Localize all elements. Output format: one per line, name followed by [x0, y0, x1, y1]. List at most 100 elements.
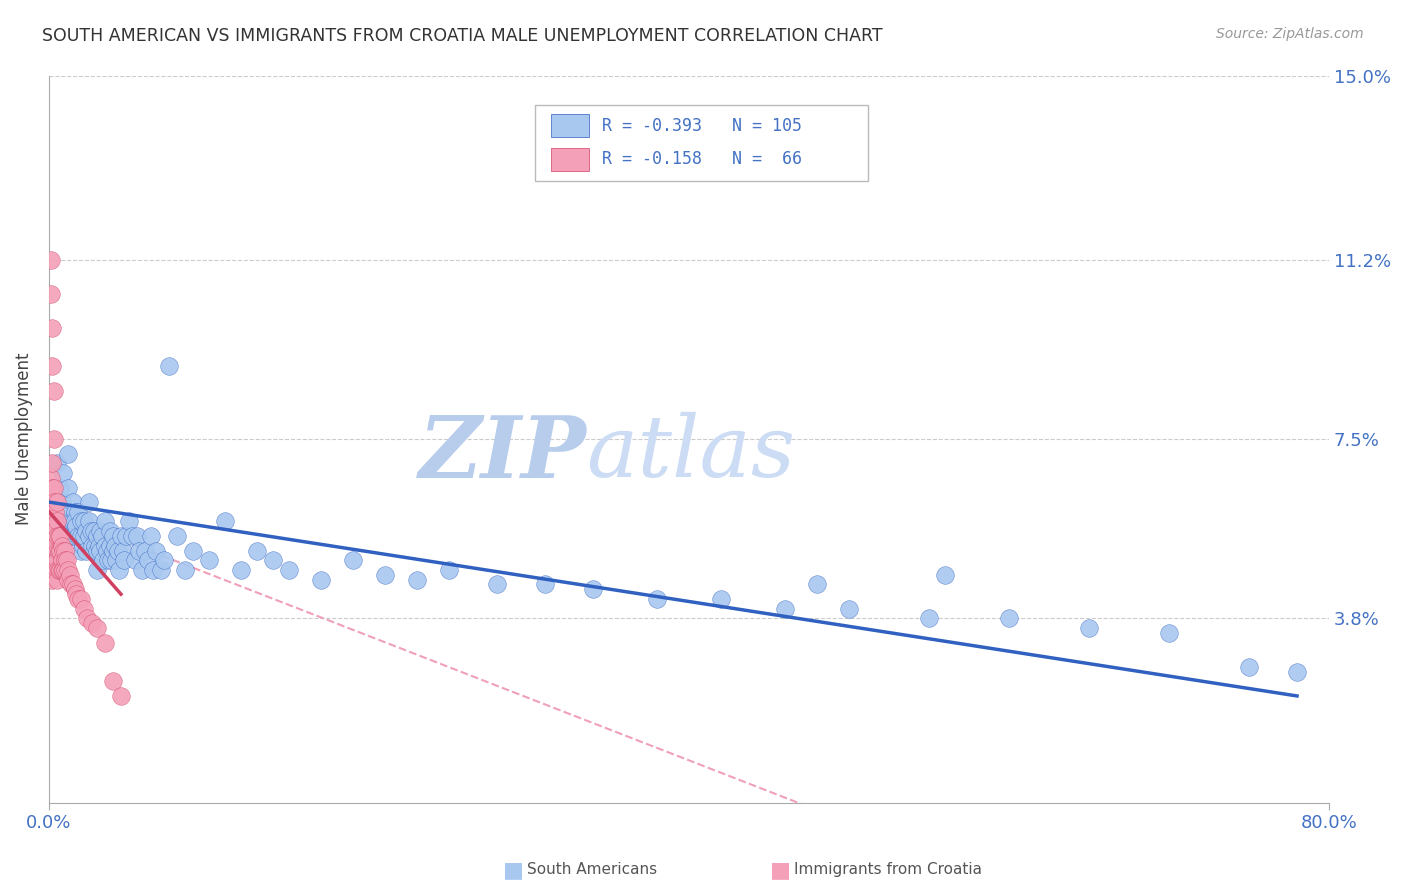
Point [62, 529, 84, 543]
Point [101, 674, 124, 689]
Text: ■: ■ [770, 860, 790, 880]
Point [806, 577, 828, 591]
Point [53, 543, 76, 558]
Point [934, 567, 956, 582]
Point [86, 543, 108, 558]
Point [53, 553, 76, 567]
Point [41, 563, 63, 577]
Point [87, 539, 110, 553]
Point [62, 495, 84, 509]
Point [94, 515, 117, 529]
Point [63, 505, 86, 519]
Point [42, 481, 65, 495]
Point [110, 689, 132, 703]
Y-axis label: Male Unemployment: Male Unemployment [15, 353, 32, 525]
Point [77, 495, 100, 509]
Text: South Americans: South Americans [527, 863, 658, 877]
Point [59, 505, 82, 519]
Text: R = -0.158   N =  66: R = -0.158 N = 66 [602, 150, 801, 168]
Point [39, 563, 62, 577]
Point [66, 529, 89, 543]
Point [39, 553, 62, 567]
Point [42, 495, 65, 509]
Point [96, 543, 118, 558]
Point [103, 539, 125, 553]
Point [65, 587, 87, 601]
Point [42, 543, 65, 558]
Point [62, 515, 84, 529]
Point [98, 524, 121, 538]
Point [39, 539, 62, 553]
Point [142, 563, 165, 577]
Point [181, 543, 204, 558]
Point [63, 582, 86, 597]
Point [121, 529, 143, 543]
Point [46, 543, 69, 558]
Point [39, 252, 62, 267]
Point [66, 505, 89, 519]
Point [94, 635, 117, 649]
Point [66, 592, 89, 607]
Point [39, 481, 62, 495]
Point [39, 286, 62, 301]
Point [773, 601, 796, 615]
Point [46, 563, 69, 577]
Point [128, 543, 150, 558]
Point [246, 543, 269, 558]
Point [41, 529, 63, 543]
Point [41, 553, 63, 567]
Point [46, 573, 69, 587]
Point [41, 456, 63, 470]
Text: R = -0.393   N = 105: R = -0.393 N = 105 [602, 117, 801, 135]
Point [229, 563, 252, 577]
Point [100, 553, 122, 567]
Text: Immigrants from Croatia: Immigrants from Croatia [794, 863, 983, 877]
Point [70, 529, 93, 543]
Point [41, 505, 63, 519]
Point [46, 529, 69, 543]
Point [214, 515, 236, 529]
Point [374, 567, 396, 582]
Point [39, 471, 62, 485]
Point [42, 432, 65, 446]
Point [49, 543, 72, 558]
Point [39, 529, 62, 543]
FancyBboxPatch shape [536, 104, 868, 181]
Point [44, 519, 66, 533]
Point [75, 543, 97, 558]
Point [83, 524, 105, 538]
Point [131, 563, 153, 577]
Text: SOUTH AMERICAN VS IMMIGRANTS FROM CROATIA MALE UNEMPLOYMENT CORRELATION CHART: SOUTH AMERICAN VS IMMIGRANTS FROM CROATI… [42, 27, 883, 45]
Point [44, 539, 66, 553]
Point [110, 529, 132, 543]
Point [52, 466, 75, 480]
Point [46, 456, 69, 470]
Point [41, 515, 63, 529]
Point [41, 320, 63, 334]
Bar [551, 147, 589, 170]
Point [39, 495, 62, 509]
Point [70, 515, 93, 529]
Point [46, 553, 69, 567]
Point [39, 543, 62, 558]
Point [70, 543, 93, 558]
Point [46, 495, 69, 509]
Point [645, 592, 668, 607]
Point [41, 481, 63, 495]
Text: ZIP: ZIP [419, 412, 586, 495]
Point [51, 563, 73, 577]
Point [485, 577, 508, 591]
Point [48, 543, 70, 558]
Point [48, 529, 70, 543]
Point [101, 543, 124, 558]
Bar [551, 114, 589, 137]
Point [437, 563, 460, 577]
Point [136, 553, 159, 567]
Text: Source: ZipAtlas.com: Source: ZipAtlas.com [1216, 27, 1364, 41]
Point [153, 553, 176, 567]
Point [309, 573, 332, 587]
Point [73, 529, 96, 543]
Point [46, 515, 69, 529]
Point [174, 563, 197, 577]
Point [59, 529, 82, 543]
